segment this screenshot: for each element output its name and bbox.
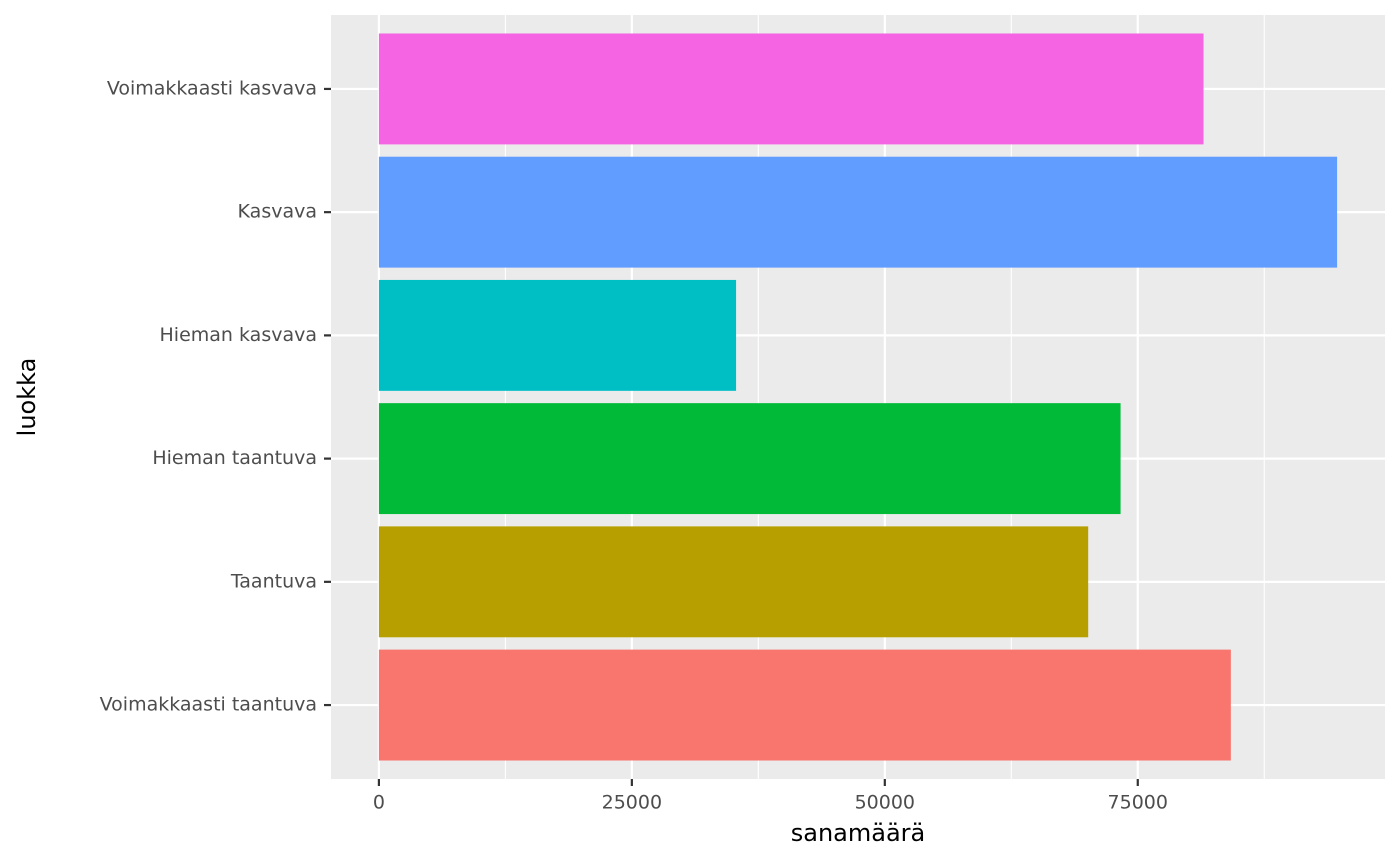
bars [378, 33, 1338, 761]
bar [378, 403, 1121, 515]
y-axis-title: luokka [13, 358, 41, 437]
y-tick-label: Taantuva [230, 570, 317, 592]
x-axis-title: sanamäärä [791, 819, 926, 847]
y-tick-label: Hieman kasvava [160, 324, 317, 346]
bar [378, 649, 1231, 761]
bar [378, 33, 1204, 145]
x-tick-label: 25000 [602, 792, 662, 814]
x-tick-label: 0 [373, 792, 385, 814]
y-tick-label: Kasvava [238, 201, 317, 223]
bar [378, 279, 737, 391]
bar [378, 526, 1089, 638]
y-tick-label: Voimakkaasti kasvava [107, 77, 317, 99]
axes: 0 25000 50000 75000 Voimakkaasti taantuva Taa… [100, 77, 1168, 813]
y-tick-label: Hieman taantuva [152, 447, 317, 469]
x-tick-label: 50000 [855, 792, 915, 814]
y-tick-label: Voimakkaasti taantuva [100, 694, 317, 716]
x-tick-label: 75000 [1108, 792, 1168, 814]
bar [378, 156, 1338, 268]
